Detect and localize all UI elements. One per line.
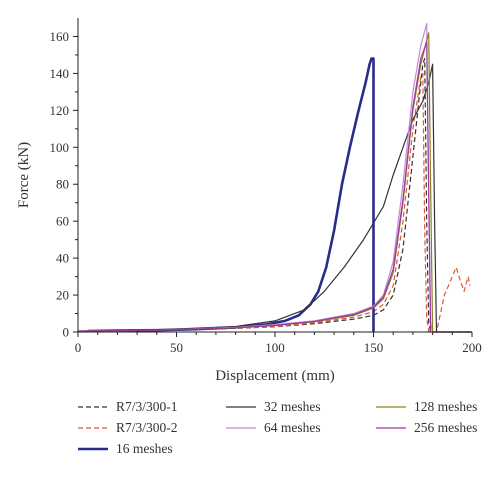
legend-label-0: R7/3/300-1 [116, 399, 178, 414]
y-tick-label: 120 [50, 103, 70, 118]
y-tick-label: 40 [56, 251, 69, 266]
series-line-0 [77, 58, 472, 333]
plot-area [77, 22, 472, 333]
legend-label-6: 256 meshes [414, 420, 477, 435]
y-axis-title: Force (kN) [16, 142, 32, 208]
y-tick-label: 140 [50, 66, 70, 81]
series-line-1 [77, 72, 471, 333]
y-tick-label: 100 [50, 140, 70, 155]
x-axis-title: Displacement (mm) [215, 368, 335, 384]
y-tick-label: 160 [50, 29, 70, 44]
y-tick-label: 0 [63, 325, 70, 340]
legend: R7/3/300-1 R7/3/300-2 16 meshes 32 meshes 64… [78, 399, 477, 456]
series-line-6 [77, 41, 472, 333]
legend-label-4: 64 meshes [264, 420, 321, 435]
x-tick-label: 150 [364, 340, 384, 355]
series-line-4 [77, 22, 472, 333]
axes: 0 50 100 150 200 0 20 40 60 80 100 120 140 160 [50, 18, 482, 355]
x-tick-label: 100 [265, 340, 285, 355]
legend-label-5: 128 meshes [414, 399, 477, 414]
series-line-2 [87, 57, 375, 333]
legend-label-2: 16 meshes [116, 441, 173, 456]
y-tick-label: 60 [56, 214, 69, 229]
legend-label-3: 32 meshes [264, 399, 321, 414]
legend-label-1: R7/3/300-2 [116, 420, 178, 435]
x-tick-label: 200 [462, 340, 482, 355]
series-line-3 [77, 63, 472, 333]
x-tick-label: 50 [170, 340, 183, 355]
y-tick-label: 80 [56, 177, 69, 192]
y-tick-label: 20 [56, 288, 69, 303]
x-tick-label: 0 [75, 340, 82, 355]
series-line-5 [77, 32, 472, 333]
